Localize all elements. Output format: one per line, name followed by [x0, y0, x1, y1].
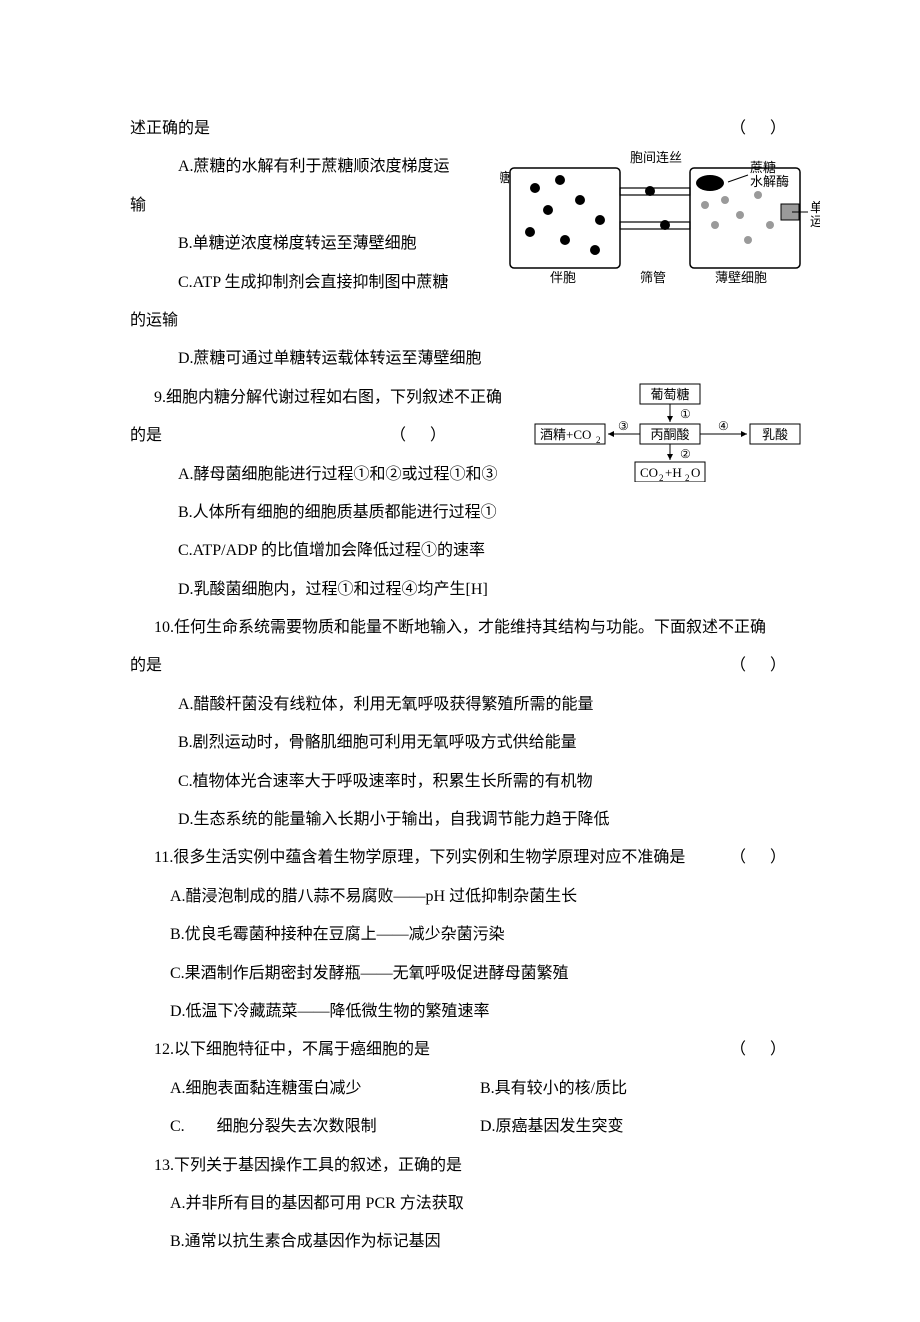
fig1-label-plasmodesma: 胞间连丝: [630, 150, 682, 165]
q9-stem-1: 9.细胞内糖分解代谢过程如右图，下列叙述不正确: [130, 379, 560, 417]
q11-option-d: D.低温下冷藏蔬菜——降低微生物的繁殖速率: [130, 993, 790, 1031]
q12-row-ab: A.细胞表面黏连糖蛋白减少 B.具有较小的核/质比: [130, 1070, 790, 1108]
figure-sucrose-transport: 胞间连丝 蔗糖 蔗糖 水解酶 单糖转 运载体 伴胞 筛管 薄壁细胞: [500, 150, 820, 305]
q10-option-c: C.植物体光合速率大于呼吸速率时，积累生长所需的有机物: [130, 763, 790, 801]
fig1-label-companion: 伴胞: [550, 270, 576, 285]
fig2-left-sub: 2: [596, 435, 601, 445]
q13-stem: 13.下列关于基因操作工具的叙述，正确的是: [130, 1147, 790, 1185]
q8-paren: （ ）: [730, 110, 790, 148]
fig2-n1: ①: [680, 407, 691, 421]
q11-option-a: A.醋浸泡制成的腊八蒜不易腐败——pH 过低抑制杂菌生长: [130, 878, 790, 916]
q9-option-b: B.人体所有细胞的细胞质基质都能进行过程①: [130, 494, 790, 532]
fig2-bottom-sub: 2: [659, 473, 664, 482]
q10-stem-2: 的是: [130, 647, 710, 685]
figure-glycolysis: 葡萄糖 ① 酒精+CO 2 丙酮酸 乳酸 ③ ④ ② CO 2 +H 2 O: [530, 382, 820, 497]
q9-paren: （ ）: [390, 417, 450, 455]
q8-option-a: A.蔗糖的水解有利于蔗糖顺浓度梯度运: [130, 148, 470, 186]
q8-option-b: B.单糖逆浓度梯度转运至薄壁细胞: [130, 225, 470, 263]
fig1-label-enzyme2: 水解酶: [750, 174, 789, 189]
q12-option-a: A.细胞表面黏连糖蛋白减少: [170, 1070, 480, 1108]
q8-stem-cont: 述正确的是 （ ）: [130, 110, 790, 148]
q8-option-c2: 的运输: [130, 302, 790, 340]
fig2-left: 酒精+CO: [540, 427, 591, 442]
fig2-bottom2-sub: 2: [685, 473, 690, 482]
q13-option-b: B.通常以抗生素合成基因作为标记基因: [130, 1223, 790, 1261]
q12-option-b: B.具有较小的核/质比: [480, 1070, 790, 1108]
q11-option-c: C.果酒制作后期密封发酵瓶——无氧呼吸促进酵母菌繁殖: [130, 955, 790, 993]
q11-paren: （ ）: [730, 839, 790, 877]
fig2-bottom: CO: [640, 465, 658, 480]
fig1-label-trans2: 运载体: [810, 214, 820, 229]
fig2-glucose: 葡萄糖: [650, 387, 689, 402]
q10-stem-2-line: 的是 （ ）: [130, 647, 790, 685]
fig1-label-sucrose: 蔗糖: [500, 170, 510, 185]
fig2-n4: ④: [718, 419, 729, 433]
q12-option-d: D.原癌基因发生突变: [480, 1108, 790, 1146]
q10-paren: （ ）: [730, 647, 790, 685]
q11-stem: 11.很多生活实例中蕴含着生物学原理，下列实例和生物学原理对应不准确是: [154, 839, 710, 877]
q9-option-d: D.乳酸菌细胞内，过程①和过程④均产生[H]: [130, 571, 790, 609]
fig2-n2: ②: [680, 447, 691, 461]
q10-option-a: A.醋酸杆菌没有线粒体，利用无氧呼吸获得繁殖所需的能量: [130, 686, 790, 724]
q12-stem-line: 12.以下细胞特征中，不属于癌细胞的是 （ ）: [130, 1031, 790, 1069]
q10-stem-1: 10.任何生命系统需要物质和能量不断地输入，才能维持其结构与功能。下面叙述不正确: [130, 609, 790, 647]
fig1-label-sieve: 筛管: [640, 270, 666, 285]
fig2-bottom3: O: [691, 465, 700, 480]
q11-stem-line: 11.很多生活实例中蕴含着生物学原理，下列实例和生物学原理对应不准确是 （ ）: [130, 839, 790, 877]
q10-option-b: B.剧烈运动时，骨骼肌细胞可利用无氧呼吸方式供给能量: [130, 724, 790, 762]
q9-stem-2-line: 的是 （ ）: [130, 417, 450, 455]
fig1-label-trans1: 单糖转: [810, 200, 820, 215]
fig1-label-enzyme1: 蔗糖: [750, 160, 776, 175]
q11-option-b: B.优良毛霉菌种接种在豆腐上——减少杂菌污染: [130, 916, 790, 954]
q9-option-c: C.ATP/ADP 的比值增加会降低过程①的速率: [130, 532, 790, 570]
q12-paren: （ ）: [730, 1031, 790, 1069]
q12-option-c: C. 细胞分裂失去次数限制: [170, 1108, 480, 1146]
q12-row-cd: C. 细胞分裂失去次数限制 D.原癌基因发生突变: [130, 1108, 790, 1146]
fig2-n3: ③: [618, 419, 629, 433]
q13-option-a: A.并非所有目的基因都可用 PCR 方法获取: [130, 1185, 790, 1223]
q9-stem-2: 的是: [130, 417, 370, 455]
q8-option-c: C.ATP 生成抑制剂会直接抑制图中蔗糖: [130, 264, 470, 302]
page-content: 述正确的是 （ ） A.蔗糖的水解有利于蔗糖顺浓度梯度运 输 B.单糖逆浓度梯度…: [130, 110, 790, 1262]
q12-stem: 12.以下细胞特征中，不属于癌细胞的是: [154, 1031, 710, 1069]
fig2-bottom2: +H: [665, 465, 682, 480]
fig2-right: 乳酸: [762, 427, 788, 442]
q8-option-d: D.蔗糖可通过单糖转运载体转运至薄壁细胞: [130, 340, 790, 378]
fig1-label-thinwall: 薄壁细胞: [715, 270, 767, 285]
q8-stem-text: 述正确的是: [130, 110, 710, 148]
fig2-mid: 丙酮酸: [650, 427, 689, 442]
q10-option-d: D.生态系统的能量输入长期小于输出，自我调节能力趋于降低: [130, 801, 790, 839]
